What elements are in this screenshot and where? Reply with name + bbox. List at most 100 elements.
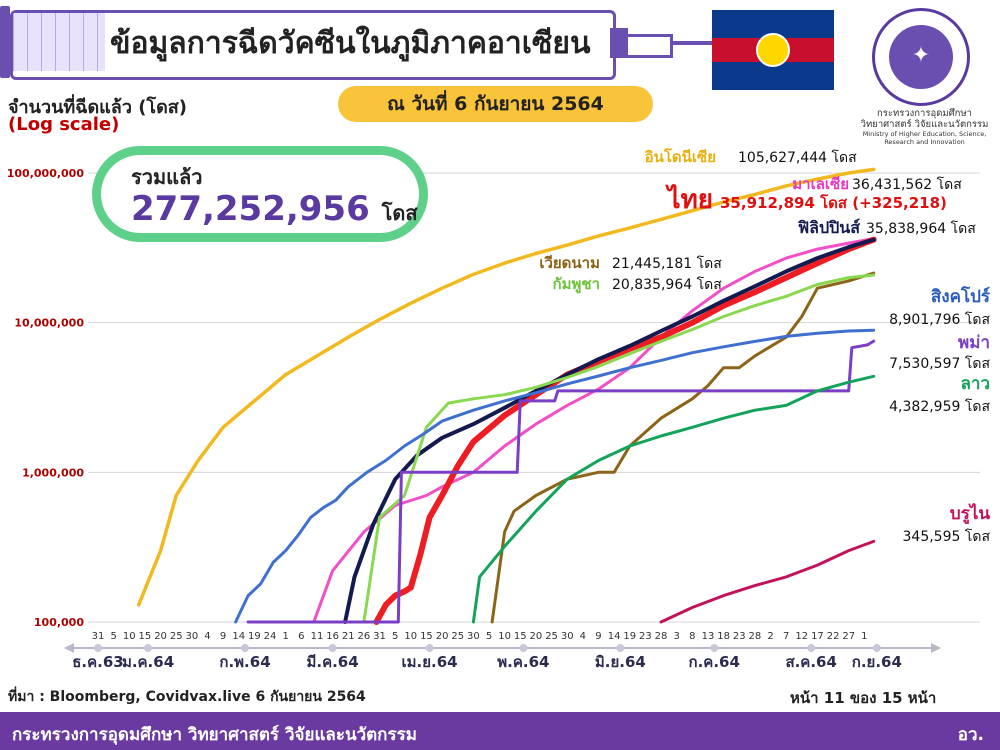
- x-day-tick-label: 10: [498, 631, 511, 642]
- x-day-tick-label: 25: [170, 631, 183, 642]
- x-axis-right-arrow-icon: [931, 643, 941, 653]
- x-month-marker: [425, 644, 434, 652]
- series-value-label: 35,912,894 โดส (+325,218): [720, 193, 947, 212]
- series-value-label: 21,445,181 โดส: [612, 255, 722, 272]
- x-month-label: มี.ค.64: [306, 653, 358, 671]
- series-line-3: [343, 237, 876, 624]
- x-month-label: ก.ค.64: [689, 653, 740, 671]
- total-number: 277,252,956: [131, 189, 370, 229]
- x-day-tick-label: 17: [811, 631, 824, 642]
- series-name-label: สิงคโปร์: [931, 286, 991, 307]
- x-day-tick-label: 8: [689, 631, 695, 642]
- x-month-label: ก.พ.64: [219, 653, 270, 671]
- x-day-tick-label: 4: [204, 631, 210, 642]
- x-day-tick-label: 25: [545, 631, 558, 642]
- x-day-tick-label: 24: [264, 631, 277, 642]
- x-day-tick-label: 15: [139, 631, 152, 642]
- x-month-marker: [94, 644, 102, 652]
- x-month-label: มิ.ย.64: [595, 653, 646, 671]
- x-day-tick-label: 21: [342, 631, 355, 642]
- ministry-caption: กระทรวงการอุดมศึกษา วิทยาศาสตร์ วิจัยและ…: [852, 108, 997, 146]
- x-day-tick-label: 13: [702, 631, 715, 642]
- x-day-tick-label: 23: [639, 631, 652, 642]
- flag-emblem-icon: [756, 33, 790, 67]
- x-day-tick-label: 6: [298, 631, 304, 642]
- syringe-plunger: [13, 13, 105, 71]
- x-day-tick-label: 2: [767, 631, 773, 642]
- x-axis-left-arrow-icon: [64, 643, 74, 653]
- ministry-seal-icon: ✦: [872, 8, 970, 106]
- x-day-tick-label: 15: [514, 631, 527, 642]
- x-day-tick-label: 1: [282, 631, 288, 642]
- syringe-banner: [10, 10, 616, 80]
- footer-ministry: กระทรวงการอุดมศึกษา วิทยาศาสตร์ วิจัยและ…: [12, 725, 417, 745]
- x-day-tick-label: 5: [110, 631, 116, 642]
- x-day-tick-label: 1: [861, 631, 867, 642]
- x-day-tick-label: 14: [608, 631, 621, 642]
- total-value: 277,252,956 โดส: [131, 189, 418, 229]
- page-title: ข้อมูลการฉีดวัคซีนในภูมิภาคอาเซียน: [110, 26, 591, 61]
- total-label: รวมแล้ว: [131, 165, 203, 189]
- x-day-tick-label: 20: [436, 631, 449, 642]
- x-day-tick-label: 25: [451, 631, 464, 642]
- x-day-tick-label: 23: [733, 631, 746, 642]
- series-name-label: เวียดนาม: [539, 254, 600, 272]
- x-day-tick-label: 30: [185, 631, 198, 642]
- x-month-marker: [241, 644, 250, 652]
- syringe-needle: [673, 41, 713, 45]
- x-month-label: ธ.ค.63: [72, 653, 123, 671]
- x-day-tick-label: 16: [326, 631, 339, 642]
- asean-flag-icon: [712, 10, 834, 90]
- y-tick-label: 1,000,000: [22, 466, 84, 479]
- series-line-6: [234, 328, 876, 624]
- x-day-tick-label: 18: [717, 631, 730, 642]
- y-tick-label: 100,000: [34, 616, 84, 629]
- x-day-tick-label: 15: [420, 631, 433, 642]
- series-value-label: 4,382,959 โดส: [889, 398, 990, 415]
- log-scale-note: (Log scale): [8, 114, 120, 135]
- x-day-tick-label: 26: [358, 631, 371, 642]
- x-month-label: เม.ย.64: [402, 653, 458, 671]
- x-day-tick-label: 28: [655, 631, 668, 642]
- x-month-marker: [144, 644, 153, 652]
- syringe-hub: [610, 28, 628, 58]
- x-day-tick-label: 19: [248, 631, 261, 642]
- x-day-tick-label: 5: [392, 631, 398, 642]
- x-day-tick-label: 31: [373, 631, 386, 642]
- x-day-tick-label: 14: [232, 631, 245, 642]
- footer-bar: กระทรวงการอุดมศึกษา วิทยาศาสตร์ วิจัยและ…: [0, 712, 1000, 750]
- x-day-tick-label: 30: [561, 631, 574, 642]
- x-day-tick-label: 19: [623, 631, 636, 642]
- x-month-label: พ.ค.64: [497, 653, 549, 671]
- total-doses-box: รวมแล้ว 277,252,956 โดส: [92, 146, 428, 242]
- x-day-tick-label: 22: [827, 631, 840, 642]
- y-axis-title: จำนวนที่ฉีดแล้ว (โดส): [8, 97, 187, 118]
- series-value-label: 35,838,964 โดส: [866, 220, 976, 237]
- x-day-tick-label: 10: [404, 631, 417, 642]
- x-month-marker: [616, 644, 625, 652]
- x-month-marker: [519, 644, 528, 652]
- seal-star-icon: ✦: [911, 43, 931, 68]
- ministry-caption-th: กระทรวงการอุดมศึกษา วิทยาศาสตร์ วิจัยและ…: [860, 108, 989, 130]
- series-name-label: ลาว: [960, 374, 990, 394]
- series-value-label: 8,901,796 โดส: [889, 311, 990, 328]
- series-line-7: [246, 339, 876, 624]
- seal-inner: ✦: [889, 25, 953, 89]
- series-name-label: อินโดนีเซีย: [645, 147, 716, 166]
- source-note: ที่มา : Bloomberg, Covidvax.live 6 กันยา…: [8, 689, 366, 705]
- x-day-tick-label: 30: [467, 631, 480, 642]
- x-month-label: ม.ค.64: [122, 653, 174, 671]
- x-month-marker: [328, 644, 337, 652]
- series-line-5: [362, 273, 876, 624]
- total-unit: โดส: [381, 201, 418, 225]
- series-name-label: ไทย: [665, 183, 713, 215]
- series-line-8: [471, 374, 876, 624]
- series-line-4: [490, 271, 876, 624]
- series-name-label: มาเลเซีย: [792, 175, 849, 193]
- syringe-plunger-handle: [0, 6, 10, 78]
- series-value-label: 36,431,562 โดส: [852, 176, 962, 193]
- series-value-label: 20,835,964 โดส: [612, 276, 722, 293]
- x-day-tick-label: 4: [580, 631, 586, 642]
